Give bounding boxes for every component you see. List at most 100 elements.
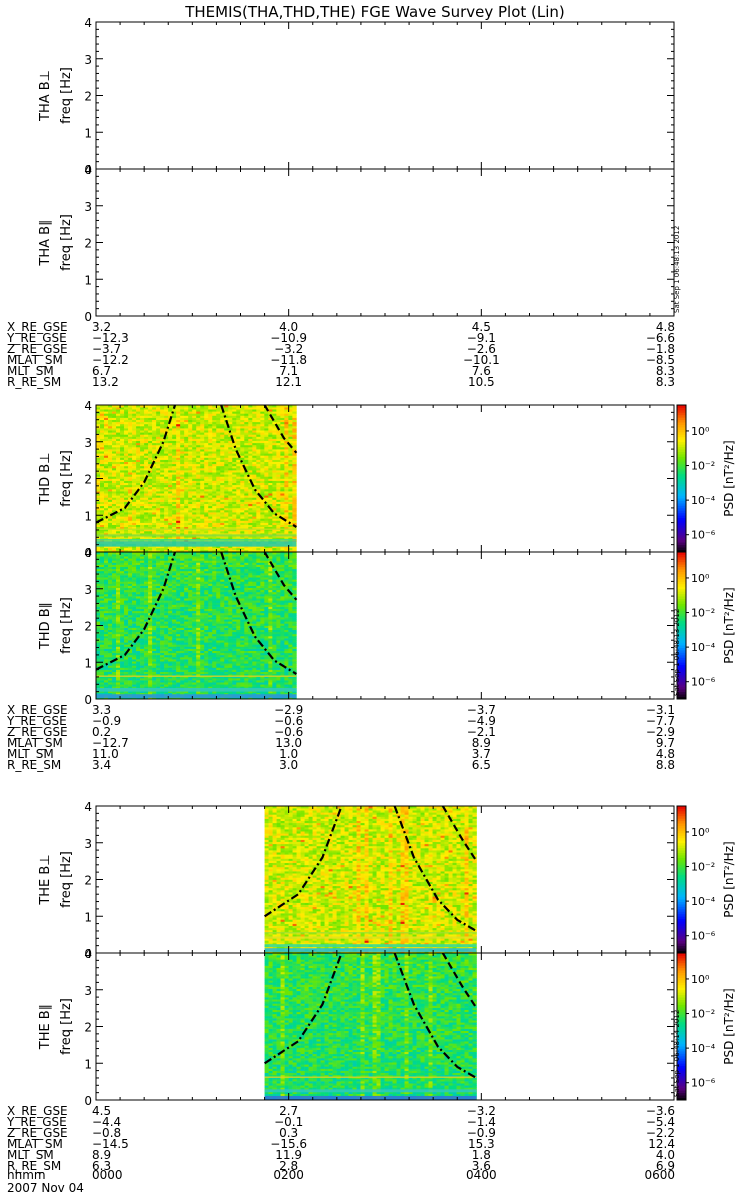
spectrogram-cell [100, 434, 105, 437]
spectrogram-cell [276, 678, 281, 681]
spectrogram-cell [192, 451, 197, 454]
spectrogram-cell [132, 505, 137, 509]
spectrogram-cell [196, 512, 201, 515]
spectrogram-cell [160, 436, 165, 439]
spectrogram-cell [140, 419, 145, 423]
spectrogram-cell [216, 447, 221, 450]
spectrogram-cell [292, 484, 297, 488]
spectrogram-cell [276, 516, 281, 519]
spectrogram-cell [184, 684, 189, 687]
spectrogram-cell [136, 413, 141, 416]
spectrogram-cell [196, 503, 201, 507]
spectrogram-cell [288, 449, 293, 452]
spectrogram-cell [160, 505, 165, 509]
spectrogram-cell [204, 461, 209, 465]
spectrogram-cell [144, 520, 149, 523]
spectrogram-cell [284, 671, 289, 675]
spectrogram-cell [196, 419, 201, 423]
spectrogram-cell [152, 657, 157, 660]
spectrogram-cell [208, 457, 213, 460]
spectrogram-cell [112, 457, 117, 460]
spectrogram-cell [144, 495, 149, 498]
spectrogram-cell [196, 495, 201, 498]
spectrogram-cell [184, 455, 189, 458]
spectrogram-cell [116, 665, 121, 668]
spectrogram-cell [288, 518, 293, 521]
spectrogram-cell [172, 468, 177, 471]
spectrogram-cell [176, 531, 181, 534]
spectrogram-cell [240, 669, 245, 672]
spectrogram-cell [144, 489, 149, 492]
spectrogram-cell [132, 545, 137, 549]
spectrogram-cell [112, 507, 117, 511]
spectrogram-cell [124, 545, 129, 549]
spectrogram-cell [240, 442, 245, 446]
spectrogram-cell [112, 432, 117, 435]
spectrogram-cell [132, 503, 137, 507]
spectrogram-cell [128, 495, 133, 498]
spectrogram-cell [264, 478, 269, 481]
spectrogram-cell [200, 549, 205, 553]
spectrogram-cell [124, 480, 129, 483]
spectrogram-cell [268, 545, 273, 549]
spectrogram-cell [164, 671, 169, 675]
spectrogram-cell [220, 501, 225, 504]
spectrogram-cell [276, 419, 281, 423]
spectrogram-cell [264, 426, 269, 429]
spectrogram-cell [180, 480, 185, 483]
colorbar-swatch [677, 466, 686, 470]
spectrogram-cell [268, 463, 273, 467]
spectrogram-cell [228, 669, 233, 672]
spectrogram-cell [144, 407, 149, 410]
spectrogram-cell [200, 463, 205, 467]
spectrogram-cell [276, 680, 281, 683]
spectrogram-cell [204, 453, 209, 456]
spectrogram-cell [200, 665, 205, 668]
spectrogram-cell [292, 696, 297, 700]
spectrogram-cell [228, 438, 233, 441]
spectrogram-cell [96, 537, 101, 540]
spectrogram-cell [152, 545, 157, 549]
spectrogram-cell [148, 474, 153, 477]
spectrogram-cell [156, 484, 161, 488]
spectrogram-cell [220, 507, 225, 511]
spectrogram-cell [128, 484, 133, 488]
spectrogram-cell [204, 547, 209, 551]
spectrogram-cell [192, 518, 197, 521]
spectrogram-cell [212, 533, 217, 536]
spectrogram-cell [288, 493, 293, 496]
spectrogram-cell [156, 434, 161, 437]
spectrogram-cell [176, 459, 181, 462]
spectrogram-cell [232, 474, 237, 477]
spectrogram-cell [216, 657, 221, 660]
spectrogram-cell [244, 478, 249, 481]
spectrogram-cell [212, 547, 217, 551]
spectrogram-cell [252, 447, 257, 450]
spectrogram-cell [240, 405, 245, 408]
spectrogram-cell [284, 526, 289, 530]
spectrogram-cell [160, 524, 165, 528]
spectrogram-cell [204, 514, 209, 517]
spectrogram-cell [180, 518, 185, 521]
spectrogram-cell [132, 484, 137, 488]
spectrogram-cell [180, 675, 185, 679]
spectrogram-cell [204, 426, 209, 429]
spectrogram-cell [132, 486, 137, 490]
spectrogram-cell [284, 661, 289, 664]
spectrogram-cell [192, 428, 197, 431]
spectrogram-cell [204, 486, 209, 490]
spectrogram-cell [260, 696, 265, 700]
spectrogram-cell [120, 514, 125, 517]
spectrogram-cell [100, 516, 105, 519]
spectrogram-cell [280, 505, 285, 509]
spectrogram-cell [136, 415, 141, 418]
spectrogram-cell [216, 680, 221, 683]
spectrogram-cell [100, 480, 105, 483]
spectrogram-cell [256, 463, 261, 467]
spectrogram-cell [112, 470, 117, 473]
spectrogram-cell [108, 478, 113, 481]
spectrogram-cell [228, 453, 233, 456]
spectrogram-cell [284, 447, 289, 450]
spectrogram-cell [128, 686, 133, 689]
spectrogram-cell [160, 678, 165, 681]
